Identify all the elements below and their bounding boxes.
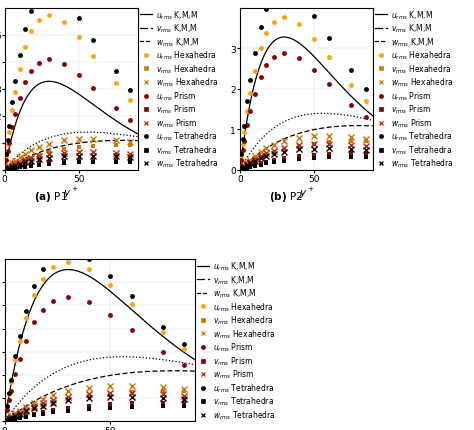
Text: $u_{rms}$ Hexahedra: $u_{rms}$ Hexahedra — [213, 301, 273, 313]
Text: $v_{rms}$ K,M,M: $v_{rms}$ K,M,M — [391, 23, 433, 35]
Text: $u_{rms}$ Hexahedra: $u_{rms}$ Hexahedra — [391, 49, 452, 62]
Text: $w_{rms}$ Hexahedra: $w_{rms}$ Hexahedra — [391, 77, 453, 89]
Text: $w_{rms}$ Hexahedra: $w_{rms}$ Hexahedra — [156, 77, 218, 89]
Text: $u_{rms}$ K,M,M: $u_{rms}$ K,M,M — [391, 9, 433, 22]
Text: $v_{rms}$ Prism: $v_{rms}$ Prism — [156, 104, 196, 116]
Text: $\mathbf{(a)}$ P1: $\mathbf{(a)}$ P1 — [35, 190, 68, 204]
Text: $v_{rms}$ Tetrahedra: $v_{rms}$ Tetrahedra — [391, 144, 452, 157]
Text: $u_{rms}$ Tetrahedra: $u_{rms}$ Tetrahedra — [213, 381, 274, 394]
Text: $v_{rms}$ Tetrahedra: $v_{rms}$ Tetrahedra — [156, 144, 217, 157]
Text: $v_{rms}$ K,M,M: $v_{rms}$ K,M,M — [156, 23, 198, 35]
Text: $v_{rms}$ Prism: $v_{rms}$ Prism — [391, 104, 431, 116]
Text: $w_{rms}$ K,M,M: $w_{rms}$ K,M,M — [391, 36, 434, 49]
Text: $u_{rms}$ K,M,M: $u_{rms}$ K,M,M — [156, 9, 198, 22]
Text: $\mathbf{(b)}$ P2: $\mathbf{(b)}$ P2 — [269, 190, 303, 204]
Text: $w_{rms}$ Tetrahedra: $w_{rms}$ Tetrahedra — [391, 157, 454, 170]
X-axis label: $y^+$: $y^+$ — [299, 185, 314, 200]
Text: $w_{rms}$ K,M,M: $w_{rms}$ K,M,M — [213, 287, 256, 299]
Text: $v_{rms}$ Prism: $v_{rms}$ Prism — [213, 354, 253, 367]
Text: $w_{rms}$ K,M,M: $w_{rms}$ K,M,M — [156, 36, 199, 49]
Text: $w_{rms}$ Prism: $w_{rms}$ Prism — [391, 117, 433, 129]
Text: $w_{rms}$ Prism: $w_{rms}$ Prism — [213, 368, 255, 381]
Text: $w_{rms}$ Prism: $w_{rms}$ Prism — [156, 117, 198, 129]
Text: $u_{rms}$ K,M,M: $u_{rms}$ K,M,M — [213, 260, 255, 273]
Text: $v_{rms}$ Tetrahedra: $v_{rms}$ Tetrahedra — [213, 395, 274, 407]
Text: $v_{rms}$ K,M,M: $v_{rms}$ K,M,M — [213, 273, 255, 286]
Text: $w_{rms}$ Hexahedra: $w_{rms}$ Hexahedra — [213, 328, 275, 340]
Text: $u_{rms}$ Tetrahedra: $u_{rms}$ Tetrahedra — [156, 131, 217, 143]
Text: $u_{rms}$ Tetrahedra: $u_{rms}$ Tetrahedra — [391, 131, 452, 143]
Text: $u_{rms}$ Prism: $u_{rms}$ Prism — [156, 90, 196, 102]
Text: $u_{rms}$ Hexahedra: $u_{rms}$ Hexahedra — [156, 49, 217, 62]
Text: $u_{rms}$ Prism: $u_{rms}$ Prism — [391, 90, 431, 102]
Text: $v_{rms}$ Hexahedra: $v_{rms}$ Hexahedra — [156, 63, 216, 76]
Text: $w_{rms}$ Tetrahedra: $w_{rms}$ Tetrahedra — [156, 157, 219, 170]
Text: $u_{rms}$ Prism: $u_{rms}$ Prism — [213, 341, 253, 353]
Text: $v_{rms}$ Hexahedra: $v_{rms}$ Hexahedra — [213, 314, 273, 326]
X-axis label: $y^+$: $y^+$ — [64, 185, 79, 200]
Text: $v_{rms}$ Hexahedra: $v_{rms}$ Hexahedra — [391, 63, 451, 76]
Text: $w_{rms}$ Tetrahedra: $w_{rms}$ Tetrahedra — [213, 408, 276, 421]
